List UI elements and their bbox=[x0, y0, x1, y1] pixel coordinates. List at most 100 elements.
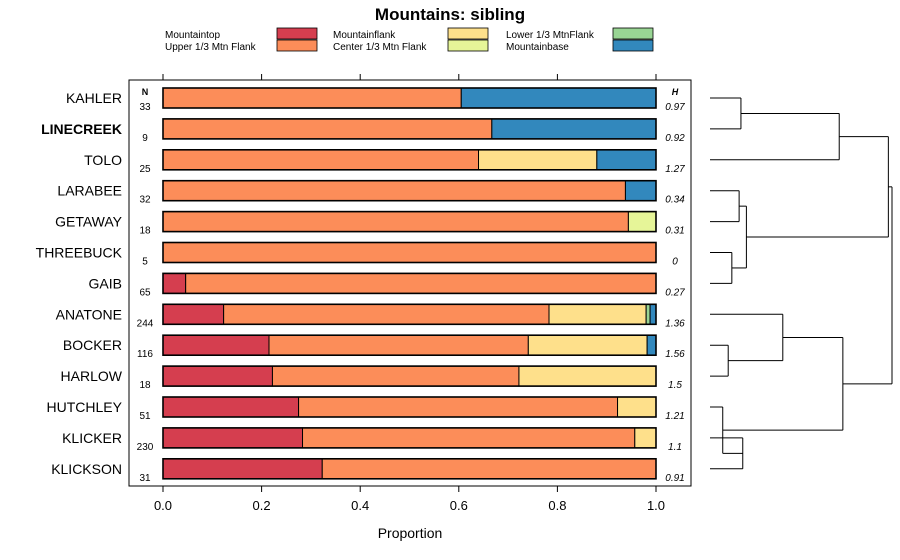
row-label-bocker: BOCKER bbox=[63, 337, 122, 353]
row-larabee: LARABEE 32 0.34 bbox=[57, 179, 685, 206]
x-tick-label: 0.6 bbox=[450, 498, 468, 513]
h-value: 1.27 bbox=[665, 164, 685, 175]
bar-segment-mountainflank bbox=[634, 427, 657, 449]
bar-segment-mountainbase bbox=[649, 303, 657, 325]
row-bocker: BOCKER 116 1.56 bbox=[63, 334, 685, 360]
bar-outline bbox=[162, 457, 657, 480]
x-tick-label: 0.0 bbox=[154, 498, 172, 513]
row-kahler: KAHLER 33 0.97 bbox=[66, 87, 685, 113]
row-anatone: ANATONE 244 1.36 bbox=[56, 303, 685, 329]
x-axis: 0.0 0.2 0.4 0.6 0.8 1.0 bbox=[154, 74, 665, 513]
x-tick-label: 1.0 bbox=[647, 498, 665, 513]
bar-segment-mountainflank bbox=[617, 396, 657, 418]
bar-segment-upper-1-3-mtn-flank bbox=[162, 87, 462, 109]
bar-outline bbox=[162, 272, 657, 295]
bar-outline bbox=[162, 241, 657, 264]
bar-segment-mountainflank bbox=[548, 303, 647, 325]
bar-segment-mountainflank bbox=[527, 334, 648, 356]
n-value: 230 bbox=[137, 442, 154, 453]
legend-label-mountainbase: Mountainbase bbox=[506, 42, 569, 53]
row-label-klicker: KLICKER bbox=[62, 430, 122, 446]
h-column-header: H bbox=[672, 87, 679, 97]
bar-segment-upper-1-3-mtn-flank bbox=[271, 365, 520, 387]
row-label-anatone: ANATONE bbox=[56, 306, 122, 322]
row-klicker: KLICKER 230 1.1 bbox=[62, 427, 682, 453]
row-threebuck: THREEBUCK 5 0 bbox=[36, 241, 678, 268]
n-value: 32 bbox=[139, 195, 151, 206]
row-linecreek: LINECREEK 9 0.92 bbox=[41, 118, 685, 144]
bar-segment-upper-1-3-mtn-flank bbox=[268, 334, 529, 356]
h-value: 1.5 bbox=[668, 380, 682, 391]
bar-segment-mountaintop bbox=[162, 303, 225, 325]
bar-segment-lower-1-3-mtnflank bbox=[645, 303, 651, 325]
bar-segment-upper-1-3-mtn-flank bbox=[223, 303, 550, 325]
h-value: 1.21 bbox=[665, 411, 684, 422]
plot-frame bbox=[128, 79, 692, 487]
bar-segment-center-1-3-mtn-flank bbox=[627, 211, 657, 233]
bar-segment-mountaintop bbox=[162, 272, 187, 294]
row-label-hutchley: HUTCHLEY bbox=[47, 399, 123, 415]
n-value: 18 bbox=[139, 226, 151, 237]
chart-title: Mountains: sibling bbox=[375, 5, 525, 24]
bar-segment-upper-1-3-mtn-flank bbox=[162, 149, 480, 171]
n-value: 65 bbox=[139, 287, 151, 298]
legend-swatch-mountainbase bbox=[612, 39, 654, 52]
bar-segment-mountainbase bbox=[491, 118, 657, 140]
n-value: 9 bbox=[142, 133, 148, 144]
row-label-linecreek: LINECREEK bbox=[41, 121, 122, 137]
x-tick-label: 0.4 bbox=[351, 498, 369, 513]
legend-swatch-lower-1-3-mtnflank bbox=[612, 27, 654, 40]
bar-outline bbox=[162, 87, 657, 109]
h-value: 1.36 bbox=[665, 318, 685, 329]
row-getaway: GETAWAY 18 0.31 bbox=[55, 210, 685, 237]
bar-rows: KAHLER 33 0.97 LINECREEK 9 0.92 TOLO 25 1.27 LARA… bbox=[36, 87, 685, 484]
h-value: 0.91 bbox=[665, 473, 684, 484]
bar-outline bbox=[162, 210, 657, 233]
bar-segment-mountainbase bbox=[596, 149, 657, 171]
h-value: 0.31 bbox=[665, 226, 684, 237]
bar-segment-upper-1-3-mtn-flank bbox=[162, 242, 657, 263]
bar-segment-mountainbase bbox=[460, 87, 657, 109]
legend-label-mountainflank: Mountainflank bbox=[333, 30, 396, 41]
n-value: 5 bbox=[142, 257, 148, 268]
bar-segment-mountaintop bbox=[162, 365, 273, 387]
h-value: 0.34 bbox=[665, 195, 685, 206]
h-value: 0.97 bbox=[665, 102, 685, 113]
bar-segment-upper-1-3-mtn-flank bbox=[185, 272, 657, 294]
bar-segment-mountainbase bbox=[646, 334, 657, 356]
n-value: 18 bbox=[139, 380, 151, 391]
h-value: 0 bbox=[672, 257, 678, 268]
bar-outline bbox=[162, 149, 657, 171]
row-label-tolo: TOLO bbox=[84, 152, 122, 168]
n-value: 33 bbox=[139, 102, 151, 113]
bar-segment-mountaintop bbox=[162, 458, 323, 480]
bar-segment-mountainflank bbox=[478, 149, 598, 171]
legend-label-upper-1-3-mtn-flank: Upper 1/3 Mtn Flank bbox=[165, 42, 257, 53]
row-label-harlow: HARLOW bbox=[61, 368, 123, 384]
row-tolo: TOLO 25 1.27 bbox=[84, 149, 685, 175]
bar-segment-upper-1-3-mtn-flank bbox=[298, 396, 619, 418]
n-value: 51 bbox=[139, 411, 151, 422]
row-label-gaib: GAIB bbox=[89, 275, 122, 291]
legend-label-mountaintop: Mountaintop bbox=[165, 30, 220, 41]
h-value: 0.92 bbox=[665, 133, 685, 144]
bar-outline bbox=[162, 334, 657, 357]
legend-swatch-upper-1-3-mtn-flank bbox=[276, 39, 318, 52]
legend-label-lower-1-3-mtnflank: Lower 1/3 MtnFlank bbox=[506, 30, 595, 41]
row-hutchley: HUTCHLEY 51 1.21 bbox=[47, 396, 685, 422]
row-label-larabee: LARABEE bbox=[57, 183, 122, 199]
legend-swatch-center-1-3-mtn-flank bbox=[447, 39, 489, 52]
h-value: 1.56 bbox=[665, 349, 685, 360]
row-gaib: GAIB 65 0.27 bbox=[89, 272, 685, 298]
legend-label-center-1-3-mtn-flank: Center 1/3 Mtn Flank bbox=[333, 42, 427, 53]
row-label-getaway: GETAWAY bbox=[55, 214, 123, 230]
legend-swatch-mountaintop bbox=[276, 27, 318, 40]
bar-segment-upper-1-3-mtn-flank bbox=[162, 118, 493, 140]
bar-segment-mountainbase bbox=[624, 180, 657, 202]
row-klickson: KLICKSON 31 0.91 bbox=[51, 457, 685, 484]
h-value: 0.27 bbox=[665, 287, 685, 298]
row-label-threebuck: THREEBUCK bbox=[36, 245, 123, 261]
bar-segment-upper-1-3-mtn-flank bbox=[162, 211, 629, 233]
bar-segment-upper-1-3-mtn-flank bbox=[321, 458, 657, 480]
n-column-header: N bbox=[142, 87, 149, 97]
